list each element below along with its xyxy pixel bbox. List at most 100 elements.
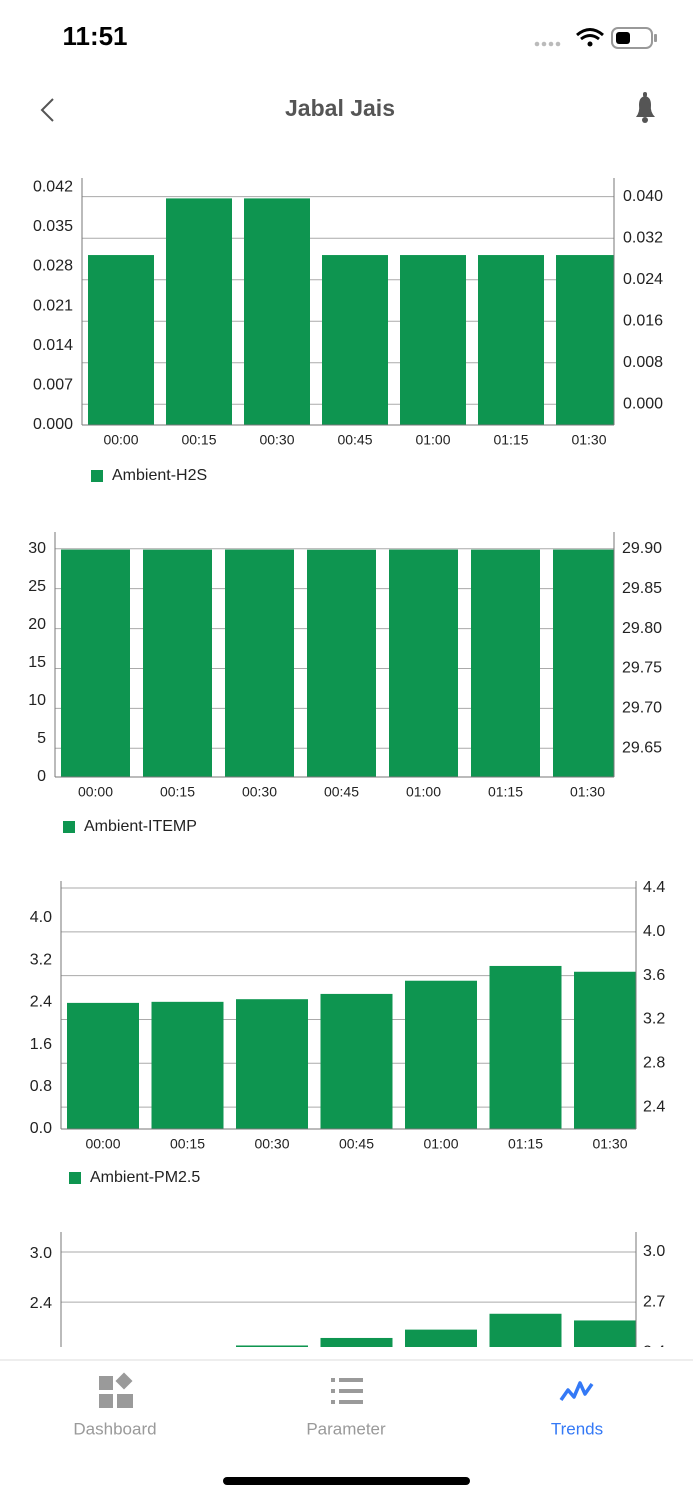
y-tick-label: 0.028 [33, 258, 73, 275]
bar [67, 1002, 139, 1129]
chart: 00:00 00:15 00:30 00:45 01:00 01:15 01:30 0 5 10 1… [28, 532, 662, 835]
back-button[interactable] [40, 98, 54, 122]
x-tick-label: 00:45 [324, 784, 359, 800]
parameter-icon[interactable] [331, 1378, 363, 1404]
y2-tick-label: 0.008 [623, 354, 663, 371]
plot-area [55, 548, 614, 777]
bar [166, 198, 232, 425]
y-tick-label: 3.0 [30, 1245, 52, 1262]
chart: 1.8 2.4 3.0 2.4 2.7 3.0 [30, 1232, 665, 1360]
y-tick-label: 0.042 [33, 178, 73, 195]
y2-tick-label: 2.8 [643, 1054, 665, 1071]
y2-tick-label: 3.6 [643, 967, 665, 984]
legend-swatch [69, 1172, 81, 1184]
plot-area [82, 196, 614, 425]
y2-tick-label: 4.4 [643, 879, 665, 896]
legend-label: Ambient-PM2.5 [90, 1169, 200, 1186]
bar [61, 549, 130, 777]
y-tick-label: 20 [28, 616, 46, 633]
bar [400, 255, 466, 425]
y2-tick-label: 29.90 [622, 540, 662, 557]
bar [489, 965, 562, 1129]
y-tick-label: 0 [37, 768, 46, 785]
y-tick-label: 0.007 [33, 377, 73, 394]
y-tick-label: 0.0 [30, 1120, 52, 1137]
bar [143, 549, 212, 777]
y-tick-label: 0.8 [30, 1078, 52, 1095]
legend-swatch [63, 821, 75, 833]
bar [471, 549, 540, 777]
y-tick-label: 0.035 [33, 218, 73, 235]
x-tick-label: 00:30 [259, 432, 294, 448]
y2-tick-label: 0.024 [623, 271, 663, 288]
bar [88, 255, 154, 425]
y2-tick-label: 29.80 [622, 620, 662, 637]
bar [389, 549, 458, 777]
bar [556, 255, 614, 425]
plot-area [61, 1251, 636, 1347]
x-tick-label: 00:00 [78, 784, 113, 800]
y-tick-label: 30 [28, 540, 46, 557]
y2-tick-label: 29.75 [622, 660, 662, 677]
legend-label: Ambient-H2S [112, 467, 207, 484]
status-icons [534, 27, 657, 49]
x-tick-label: 01:30 [592, 1136, 627, 1152]
y2-tick-label: 3.2 [643, 1011, 665, 1028]
tab-label[interactable]: Parameter [306, 1419, 386, 1438]
home-indicator [223, 1477, 470, 1485]
y-tick-label: 25 [28, 578, 46, 595]
y-tick-label: 0.014 [33, 337, 73, 354]
bar [151, 1001, 224, 1129]
y2-tick-label: 0.032 [623, 229, 663, 246]
y-tick-label: 0.021 [33, 297, 73, 314]
bar [236, 1345, 308, 1347]
x-tick-label: 00:00 [103, 432, 138, 448]
y2-tick-label: 0.016 [623, 312, 663, 329]
plot-area [61, 887, 636, 1129]
bar [478, 255, 544, 425]
legend-label: Ambient-ITEMP [84, 818, 197, 835]
bar [574, 971, 636, 1129]
bar [489, 1313, 562, 1347]
bar [405, 980, 477, 1129]
y2-tick-label: 2.4 [643, 1343, 665, 1360]
x-tick-label: 00:30 [242, 784, 277, 800]
header-title: Jabal Jais [285, 95, 395, 121]
y-tick-label: 3.2 [30, 951, 52, 968]
y2-tick-label: 3.0 [643, 1243, 665, 1260]
tab-label[interactable]: Dashboard [73, 1419, 156, 1438]
x-tick-label: 00:45 [339, 1136, 374, 1152]
bell-button[interactable] [636, 92, 655, 123]
bar [225, 549, 294, 777]
y2-tick-label: 2.4 [643, 1098, 665, 1115]
y2-tick-label: 0.000 [623, 395, 663, 412]
x-tick-label: 01:00 [423, 1136, 458, 1152]
status-time: 11:51 [62, 21, 127, 51]
bar [553, 549, 614, 777]
x-tick-label: 00:00 [85, 1136, 120, 1152]
y-tick-label: 1.6 [30, 1036, 52, 1053]
tab-label[interactable]: Trends [551, 1419, 603, 1438]
x-tick-label: 01:00 [415, 432, 450, 448]
legend-swatch [91, 470, 103, 482]
y-tick-label: 4.0 [30, 909, 52, 926]
x-tick-label: 00:15 [160, 784, 195, 800]
y2-tick-label: 2.7 [643, 1293, 665, 1310]
y-tick-label: 10 [28, 692, 46, 709]
y-tick-label: 5 [37, 730, 46, 747]
bar [574, 1320, 636, 1347]
y-tick-label: 2.4 [30, 1295, 52, 1312]
chart: 00:00 00:15 00:30 00:45 01:00 01:15 01:30 0.0 0.… [30, 879, 666, 1186]
chart: 00:00 00:15 00:30 00:45 01:00 01:15 01:30 0.000… [33, 178, 663, 484]
y2-tick-label: 29.85 [622, 580, 662, 597]
x-tick-label: 01:00 [406, 784, 441, 800]
x-tick-label: 01:15 [493, 432, 528, 448]
y-tick-label: 15 [28, 654, 46, 671]
tab-bar: Dashboard Parameter Trends [0, 1359, 693, 1500]
bar [236, 999, 308, 1129]
trends-icon[interactable] [559, 1381, 594, 1402]
x-tick-label: 01:30 [570, 784, 605, 800]
y-tick-label: 2.4 [30, 994, 52, 1011]
x-tick-label: 00:30 [254, 1136, 289, 1152]
